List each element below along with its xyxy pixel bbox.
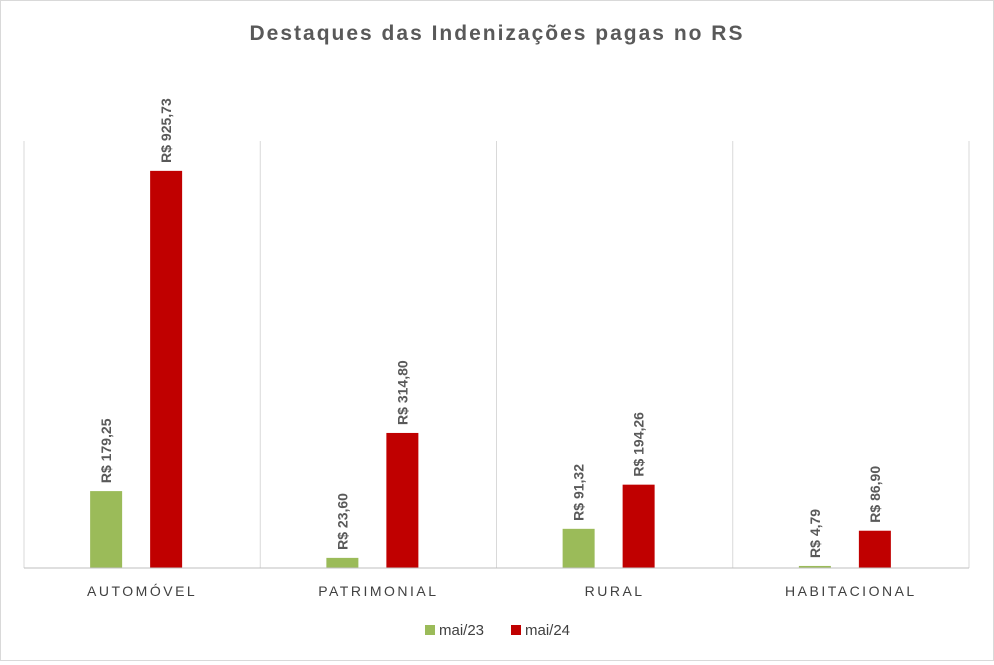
legend-swatch-mai-23 (425, 625, 435, 635)
data-label-mai-24-0: R$ 925,73 (158, 98, 174, 163)
legend-label-mai-23: mai/23 (439, 622, 484, 639)
data-label-mai-23-2: R$ 91,32 (571, 464, 587, 521)
data-label-mai-23-1: R$ 23,60 (334, 493, 350, 550)
bars-group (90, 170, 891, 569)
chart-title: Destaques das Indenizações pagas no RS (250, 22, 745, 45)
bar-mai-24-3 (858, 530, 891, 568)
bar-mai-23-1 (326, 557, 359, 568)
legend: mai/23 mai/24 (425, 622, 570, 639)
bar-mai-23-2 (562, 528, 595, 568)
data-label-mai-24-2: R$ 194,26 (631, 412, 647, 477)
bar-mai-24-2 (622, 484, 655, 568)
category-gridlines (23, 141, 970, 568)
bar-mai-23-0 (90, 491, 123, 568)
bar-mai-24-1 (386, 432, 419, 568)
category-labels-group: AUTOMÓVEL PATRIMONIAL RURAL HABITACIONAL (87, 583, 917, 599)
legend-label-mai-24: mai/24 (525, 622, 570, 639)
bar-mai-23-3 (798, 565, 831, 568)
category-label-1: PATRIMONIAL (318, 583, 438, 599)
data-label-mai-24-1: R$ 314,80 (394, 360, 410, 425)
data-label-mai-23-3: R$ 4,79 (807, 509, 823, 558)
data-labels-group: R$ 179,25 R$ 925,73 R$ 23,60 R$ 314,80 R$ 91… (98, 98, 883, 558)
legend-swatch-mai-24 (511, 625, 521, 635)
category-label-2: RURAL (585, 583, 645, 599)
data-label-mai-24-3: R$ 86,90 (867, 466, 883, 523)
data-label-mai-23-0: R$ 179,25 (98, 418, 114, 483)
category-label-0: AUTOMÓVEL (87, 583, 197, 599)
category-label-3: HABITACIONAL (785, 583, 917, 599)
bar-mai-24-0 (150, 170, 183, 569)
